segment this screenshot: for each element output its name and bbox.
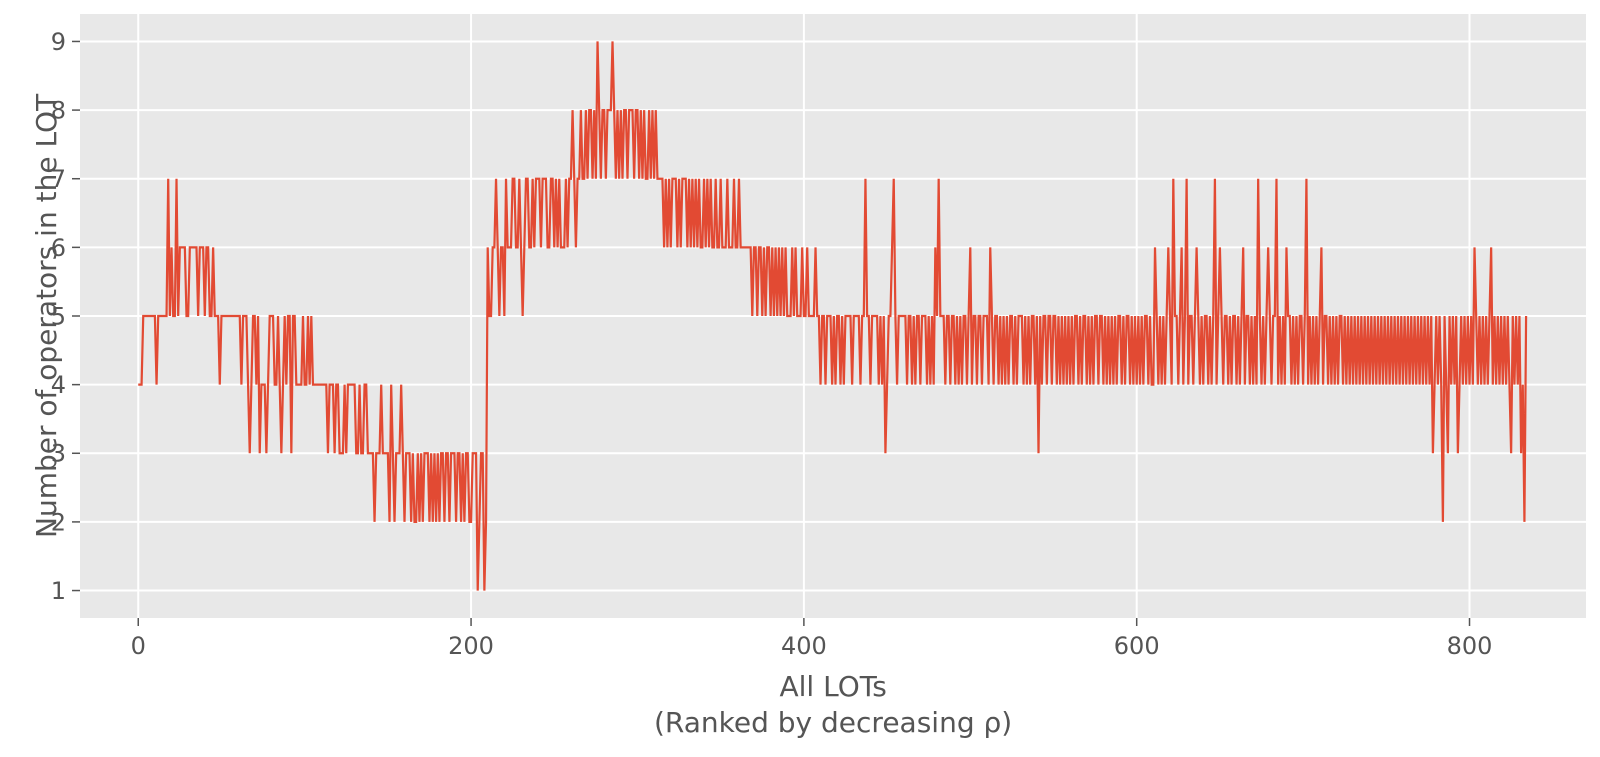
- xtick-label: 600: [1114, 632, 1160, 660]
- y-axis-label: Number of operators in the LOT: [30, 94, 63, 538]
- chart-container: 0200400600800123456789 Number of operato…: [0, 0, 1600, 753]
- x-axis-label-line1: All LOTs: [780, 670, 887, 703]
- x-axis-label-line2: (Ranked by decreasing ρ): [654, 706, 1012, 739]
- xtick-label: 0: [131, 632, 146, 660]
- xtick-label: 800: [1447, 632, 1493, 660]
- xtick-label: 200: [448, 632, 494, 660]
- xtick-label: 400: [781, 632, 827, 660]
- line-chart: 0200400600800123456789: [0, 0, 1600, 753]
- ytick-label: 1: [51, 577, 66, 605]
- ytick-label: 9: [51, 28, 66, 56]
